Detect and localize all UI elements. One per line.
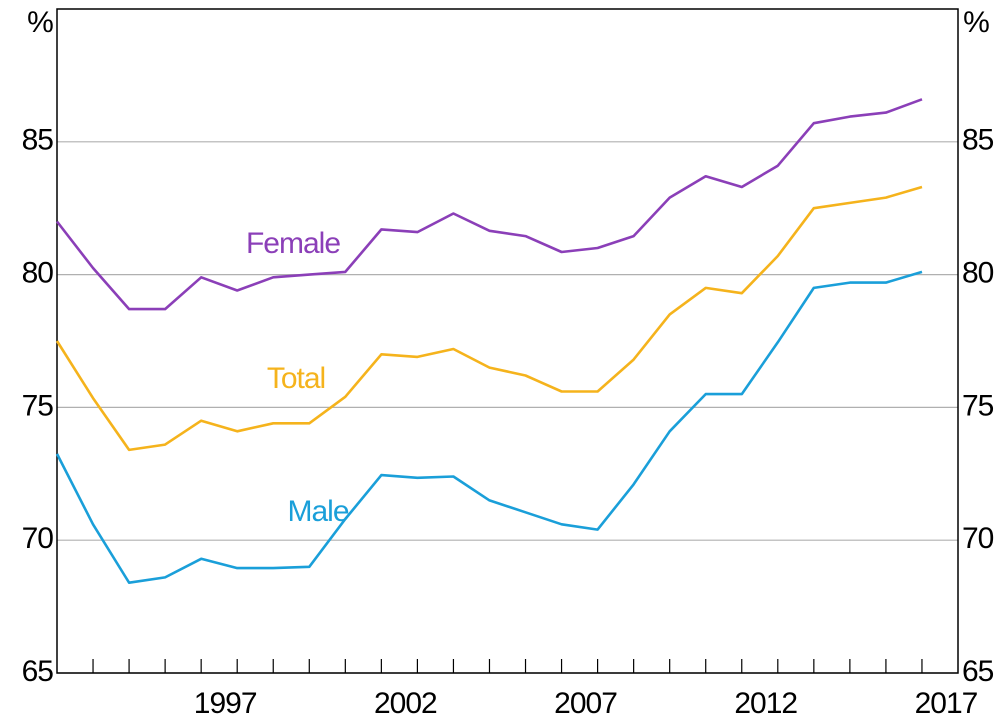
y-unit-right: % — [963, 6, 989, 39]
y-tick-label: 80 — [22, 257, 54, 290]
y-tick-label: 65 — [22, 655, 54, 688]
x-tick-label: 1997 — [194, 687, 257, 720]
series-line — [55, 185, 923, 452]
series-line — [55, 98, 923, 311]
y-tick-label: 85 — [22, 124, 54, 157]
y-tick-label-right: 85 — [962, 124, 994, 157]
x-tick-label: 2007 — [554, 687, 617, 720]
x-tick-label: 2002 — [374, 687, 437, 720]
series-label: Total — [267, 362, 325, 395]
y-unit-left: % — [27, 6, 53, 39]
y-tick-label-right: 75 — [962, 389, 994, 422]
y-tick-label-right: 80 — [962, 257, 994, 290]
series-label: Male — [287, 495, 348, 528]
y-tick-label: 70 — [22, 522, 54, 555]
series-line — [55, 270, 923, 585]
y-tick-label: 75 — [22, 389, 54, 422]
plot-frame — [56, 8, 959, 674]
x-tick-label: 2017 — [915, 687, 978, 720]
y-tick-label-right: 65 — [962, 655, 994, 688]
series-label: Female — [246, 227, 340, 260]
y-tick-label-right: 70 — [962, 522, 994, 555]
x-tick-label: 2012 — [734, 687, 797, 720]
